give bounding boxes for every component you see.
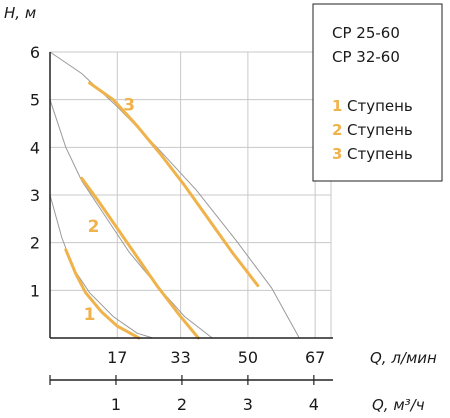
stage-curve-3 <box>88 81 260 288</box>
x2-tick-label: 3 <box>243 395 253 414</box>
legend-model-1: CP 25-60 <box>332 24 400 42</box>
x2-axis-title: Q, м³/ч <box>372 396 425 414</box>
x-tick-label: 50 <box>238 348 258 367</box>
envelope-curve <box>49 51 300 339</box>
y-tick-label: 4 <box>30 138 40 157</box>
legend: CP 25-60 CP 32-60 1 Ступень 2 Ступень 3 … <box>312 3 443 182</box>
x-tick-label: 17 <box>107 348 127 367</box>
legend-label-1: Ступень <box>347 97 413 115</box>
y-tick-label: 6 <box>30 43 40 62</box>
y-tick-label: 2 <box>30 234 40 253</box>
y-tick-label: 3 <box>30 186 40 205</box>
x-tick-label: 67 <box>305 348 325 367</box>
envelope-curve <box>49 99 213 339</box>
envelope-curve <box>49 194 154 339</box>
axes <box>49 52 333 385</box>
stage-curve-1 <box>64 248 141 340</box>
stage-curve-label: 3 <box>123 95 135 115</box>
legend-label-3: Ступень <box>347 145 413 163</box>
legend-model-2: CP 32-60 <box>332 48 400 66</box>
x-tick-label: 33 <box>170 348 190 367</box>
stage-curve-2 <box>80 176 200 340</box>
legend-label-2: Ступень <box>347 121 413 139</box>
stage-curve-label: 2 <box>88 217 100 237</box>
x2-tick-label: 2 <box>177 395 187 414</box>
stage-curve-label: 1 <box>84 305 96 325</box>
x2-tick-label: 1 <box>111 395 121 414</box>
x-axis-title: Q, л/мин <box>370 349 437 367</box>
tick-labels: 1 2 3 4 5 6 17 33 50 67 1 2 3 4 <box>30 43 326 414</box>
envelope-curves <box>49 51 300 339</box>
x2-tick-label: 4 <box>309 395 319 414</box>
legend-num-2: 2 <box>332 121 342 139</box>
legend-num-3: 3 <box>332 145 342 163</box>
stage-curves: 1 2 3 <box>64 81 260 340</box>
y-tick-label: 5 <box>30 91 40 110</box>
legend-num-1: 1 <box>332 97 342 115</box>
legend-box <box>312 3 443 182</box>
y-axis-title: H, м <box>4 4 36 22</box>
y-tick-label: 1 <box>30 281 40 300</box>
